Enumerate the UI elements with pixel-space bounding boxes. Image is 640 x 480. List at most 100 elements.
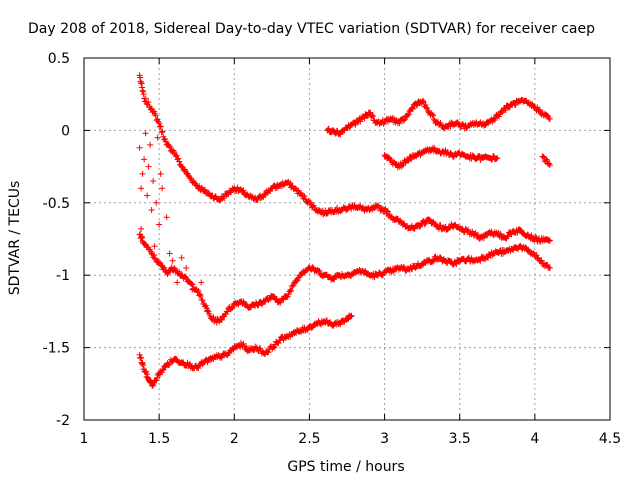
- data-point: [532, 234, 539, 241]
- data-point: [153, 199, 160, 206]
- data-point: [517, 227, 524, 234]
- data-point: [290, 282, 297, 289]
- data-point: [144, 371, 151, 378]
- data-point: [149, 382, 156, 389]
- data-point: [352, 121, 359, 128]
- y-tick-label: -1.5: [43, 341, 70, 357]
- data-point: [546, 238, 553, 245]
- data-point: [502, 107, 509, 114]
- data-point: [142, 130, 149, 137]
- data-point: [148, 207, 155, 214]
- data-point: [151, 243, 158, 250]
- x-tick-label: 3.5: [449, 431, 471, 447]
- data-point: [141, 156, 148, 163]
- data-point: [384, 208, 391, 215]
- data-point: [400, 220, 407, 227]
- data-point: [139, 170, 146, 177]
- data-point: [348, 312, 355, 319]
- data-point: [178, 254, 185, 261]
- data-point: [422, 220, 429, 227]
- data-point: [369, 112, 376, 119]
- data-point: [309, 264, 316, 271]
- data-points: [136, 72, 553, 389]
- data-point: [390, 268, 397, 275]
- data-point: [169, 257, 176, 264]
- data-point: [193, 182, 200, 189]
- data-point: [271, 344, 278, 351]
- data-point: [138, 354, 145, 361]
- data-point: [175, 155, 182, 162]
- data-point: [166, 144, 173, 151]
- data-point: [381, 207, 388, 214]
- data-point: [429, 257, 436, 264]
- data-point: [289, 283, 296, 290]
- data-point: [528, 232, 535, 239]
- y-tick-label: -2: [56, 413, 70, 429]
- data-point: [400, 117, 407, 124]
- data-point: [136, 144, 143, 151]
- data-point: [156, 123, 163, 130]
- data-point: [399, 162, 406, 169]
- data-point: [546, 264, 553, 271]
- data-point: [139, 87, 146, 94]
- data-point: [141, 241, 148, 248]
- y-tick-label: 0: [61, 123, 70, 139]
- data-point: [265, 348, 272, 355]
- data-point: [405, 157, 412, 164]
- y-axis-ticks: -2 -1.5 -1 -0.5 0 0.5: [43, 51, 610, 429]
- data-point: [242, 343, 249, 350]
- x-tick-label: 2.5: [298, 431, 320, 447]
- data-point: [388, 213, 395, 220]
- data-point: [140, 91, 147, 98]
- data-point: [508, 231, 515, 238]
- y-tick-label: 0.5: [48, 51, 70, 67]
- data-point: [152, 112, 159, 119]
- data-point: [229, 304, 236, 311]
- data-point: [258, 301, 265, 308]
- data-point: [159, 185, 166, 192]
- data-point: [488, 156, 495, 163]
- data-point: [354, 119, 361, 126]
- data-point: [160, 264, 167, 271]
- chart-title: Day 208 of 2018, Sidereal Day-to-day VTE…: [28, 21, 595, 37]
- data-point: [401, 116, 408, 123]
- data-point: [447, 123, 454, 130]
- data-point: [437, 254, 444, 261]
- data-point: [204, 308, 211, 315]
- data-point: [189, 286, 196, 293]
- data-point: [280, 296, 287, 303]
- data-point: [139, 360, 146, 367]
- data-point: [145, 163, 152, 170]
- data-point: [301, 193, 308, 200]
- data-point: [240, 187, 247, 194]
- data-point: [534, 104, 541, 111]
- data-point: [176, 268, 183, 275]
- data-point: [288, 288, 295, 295]
- data-point: [409, 105, 416, 112]
- data-point: [396, 120, 403, 127]
- x-tick-label: 1.5: [148, 431, 170, 447]
- data-point: [151, 255, 158, 262]
- data-point: [475, 231, 482, 238]
- data-point: [157, 170, 164, 177]
- data-point: [505, 233, 512, 240]
- data-point: [188, 281, 195, 288]
- data-point: [546, 237, 553, 244]
- data-point: [333, 127, 340, 134]
- data-point: [421, 221, 428, 228]
- data-point: [480, 234, 487, 241]
- data-point: [293, 277, 300, 284]
- data-point: [139, 234, 146, 241]
- data-point: [404, 158, 411, 165]
- data-point: [369, 113, 376, 120]
- data-point: [402, 159, 409, 166]
- data-point: [166, 250, 173, 257]
- data-point: [138, 233, 145, 240]
- data-point: [224, 308, 231, 315]
- data-point: [195, 287, 202, 294]
- data-point: [409, 104, 416, 111]
- x-axis-label: GPS time / hours: [287, 459, 404, 475]
- data-point: [163, 214, 170, 221]
- y-axis-label: SDTVAR / TECUs: [7, 181, 23, 296]
